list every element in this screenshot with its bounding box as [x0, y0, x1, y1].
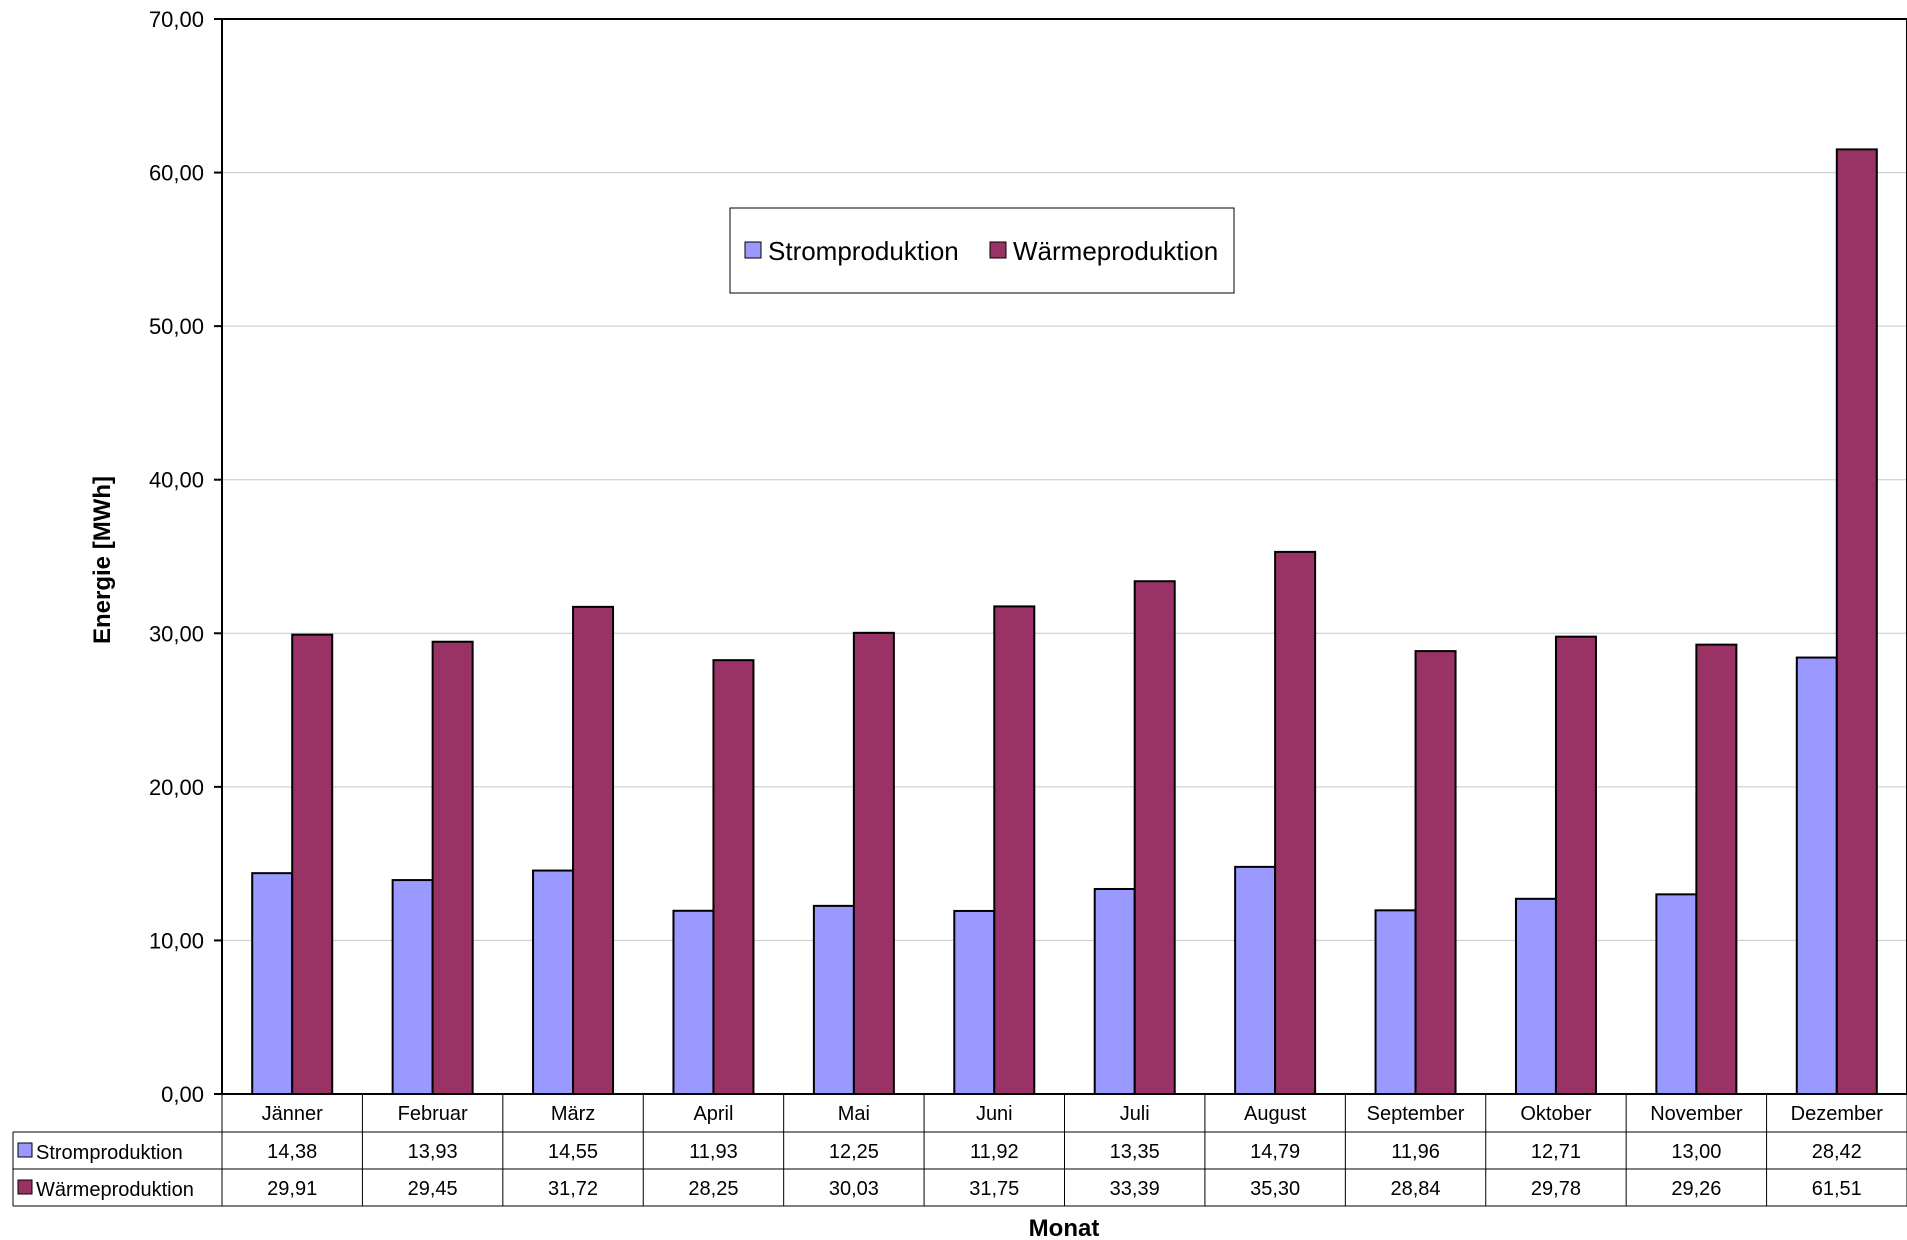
table-value-stromproduktion: 13,00	[1671, 1141, 1721, 1163]
legend-swatch-stromproduktion	[744, 241, 762, 259]
category-label: Juni	[976, 1103, 1013, 1125]
table-value-waermeproduktion: 33,39	[1110, 1178, 1160, 1200]
category-label: Oktober	[1520, 1103, 1591, 1125]
table-value-stromproduktion: 12,71	[1531, 1141, 1581, 1163]
table-value-stromproduktion: 13,93	[408, 1141, 458, 1163]
table-value-stromproduktion: 12,25	[829, 1141, 879, 1163]
gridlines	[222, 172, 1907, 941]
table-value-waermeproduktion: 31,75	[969, 1178, 1019, 1200]
bar-waermeproduktion	[291, 633, 334, 1095]
bar-stromproduktion	[1514, 897, 1557, 1096]
table-value-stromproduktion: 13,35	[1110, 1141, 1160, 1163]
table-value-waermeproduktion: 29,26	[1671, 1178, 1721, 1200]
y-axis-ticks: 0,00 10,00 20,00 30,00 40,00 50,00 60,00 70,00	[149, 7, 222, 1107]
bar-stromproduktion	[672, 909, 715, 1096]
table-value-stromproduktion: 14,55	[548, 1141, 598, 1163]
y-tick-label: 0,00	[161, 1082, 204, 1107]
data-table-value-rows: Stromproduktion 14,38 13,93 14,55 11,93 12,25…	[17, 1141, 1862, 1201]
table-value-waermeproduktion: 29,91	[267, 1178, 317, 1200]
bar-stromproduktion	[953, 909, 996, 1096]
bar-stromproduktion	[812, 904, 855, 1095]
bar-waermeproduktion	[1133, 580, 1176, 1095]
data-table: Jänner Februar März April Mai Juni Juli August S…	[12, 1094, 1907, 1207]
table-value-stromproduktion: 11,96	[1391, 1141, 1440, 1163]
y-tick-label: 30,00	[149, 621, 204, 646]
x-axis-title: Monat	[1029, 1215, 1100, 1240]
bar-stromproduktion	[1655, 893, 1698, 1095]
table-value-waermeproduktion: 28,84	[1391, 1178, 1441, 1200]
plot-area-frame	[221, 18, 1907, 1095]
y-tick-label: 70,00	[149, 7, 204, 32]
y-tick-label: 60,00	[149, 161, 204, 186]
table-value-waermeproduktion: 29,78	[1531, 1178, 1581, 1200]
category-label: April	[693, 1103, 733, 1125]
bar-waermeproduktion	[993, 605, 1036, 1095]
legend-box	[729, 207, 1235, 294]
legend-label-waermeproduktion: Wärmeproduktion	[1013, 236, 1218, 266]
table-value-stromproduktion: 11,92	[970, 1141, 1019, 1163]
table-value-stromproduktion: 28,42	[1812, 1141, 1862, 1163]
y-tick-label: 20,00	[149, 775, 204, 800]
table-value-stromproduktion: 11,93	[689, 1141, 738, 1163]
legend-swatch-waermeproduktion	[989, 241, 1007, 259]
table-value-waermeproduktion: 29,45	[408, 1178, 458, 1200]
bar-waermeproduktion	[852, 631, 895, 1095]
category-label: Februar	[398, 1103, 468, 1125]
table-value-waermeproduktion: 30,03	[829, 1178, 879, 1200]
bar-waermeproduktion	[1414, 650, 1457, 1095]
table-value-stromproduktion: 14,79	[1250, 1141, 1300, 1163]
bar-waermeproduktion	[572, 605, 615, 1095]
bar-stromproduktion	[1795, 656, 1838, 1095]
bar-stromproduktion	[1093, 887, 1136, 1095]
table-value-waermeproduktion: 61,51	[1812, 1178, 1862, 1200]
category-label: Mai	[838, 1103, 870, 1125]
bar-waermeproduktion	[1835, 148, 1878, 1095]
category-label: November	[1650, 1103, 1743, 1125]
category-label: August	[1244, 1103, 1307, 1125]
table-value-waermeproduktion: 35,30	[1250, 1178, 1300, 1200]
category-label: September	[1367, 1103, 1465, 1125]
table-value-waermeproduktion: 28,25	[688, 1178, 738, 1200]
category-label: Dezember	[1791, 1103, 1884, 1125]
table-value-waermeproduktion: 31,72	[548, 1178, 598, 1200]
legend: Stromproduktion Wärmeproduktion	[729, 207, 1235, 294]
bar-waermeproduktion	[1274, 550, 1317, 1095]
y-tick-label: 10,00	[149, 928, 204, 953]
y-axis-title: Energie [MWh]	[89, 476, 116, 644]
bar-stromproduktion	[251, 872, 294, 1096]
bar-waermeproduktion	[1554, 635, 1597, 1096]
table-swatch-waermeproduktion	[17, 1179, 33, 1195]
table-row-label-stromproduktion: Stromproduktion	[36, 1142, 183, 1164]
y-tick-label: 40,00	[149, 468, 204, 493]
data-table-category-row: Jänner Februar März April Mai Juni Juli August S…	[262, 1103, 1884, 1125]
table-row-label-waermeproduktion: Wärmeproduktion	[36, 1179, 194, 1201]
bar-waermeproduktion	[431, 640, 474, 1095]
bar-stromproduktion	[391, 879, 434, 1096]
category-label: Juli	[1120, 1103, 1150, 1125]
legend-label-stromproduktion: Stromproduktion	[768, 236, 959, 266]
bar-stromproduktion	[1374, 909, 1417, 1095]
data-table-grid	[12, 1094, 1907, 1207]
bar-waermeproduktion	[1695, 643, 1738, 1096]
bar-waermeproduktion	[712, 659, 755, 1095]
bar-stromproduktion	[532, 869, 575, 1096]
category-label: März	[551, 1103, 595, 1125]
category-label: Jänner	[262, 1103, 323, 1125]
y-tick-label: 50,00	[149, 314, 204, 339]
table-swatch-stromproduktion	[17, 1142, 33, 1158]
table-value-stromproduktion: 14,38	[267, 1141, 317, 1163]
bar-stromproduktion	[1234, 865, 1277, 1095]
